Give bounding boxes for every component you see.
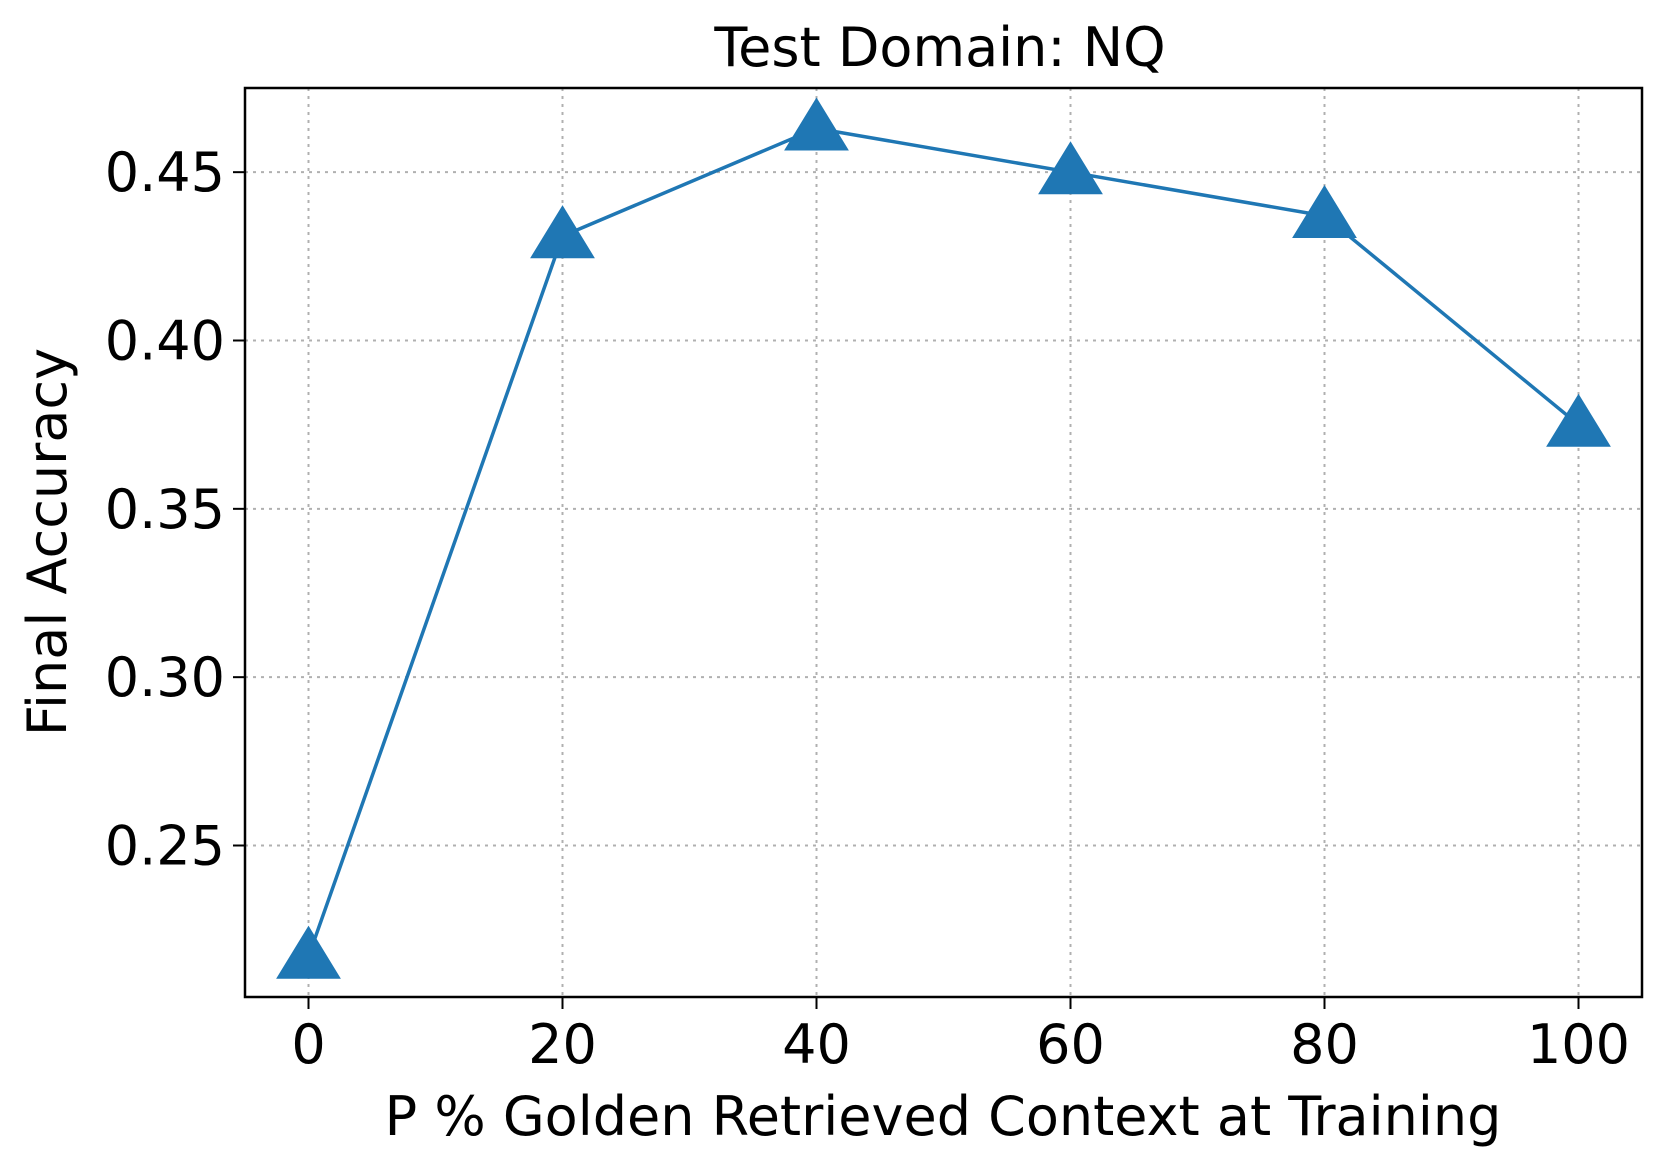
y-tick-label: 0.45 — [105, 141, 225, 204]
plot-frame — [243, 86, 1644, 999]
data-point-marker — [784, 97, 849, 151]
x-tick-label: 80 — [1290, 1013, 1359, 1076]
x-tick-label: 40 — [782, 1013, 851, 1076]
data-point-marker — [1292, 184, 1357, 238]
y-tick-label: 0.30 — [105, 646, 225, 709]
data-point-marker — [276, 925, 341, 979]
x-tick-label: 100 — [1527, 1013, 1630, 1076]
series — [276, 97, 1611, 979]
data-point-marker — [1546, 393, 1611, 447]
x-axis-label: P % Golden Retrieved Context at Training — [385, 1085, 1502, 1148]
x-tick-label: 0 — [291, 1013, 325, 1076]
y-axis-label: Final Accuracy — [16, 348, 79, 736]
series-line — [306, 126, 1580, 958]
y-tick-label: 0.25 — [105, 815, 225, 878]
chart-title: Test Domain: NQ — [713, 16, 1165, 79]
y-tick-label: 0.40 — [105, 310, 225, 373]
y-tick-label: 0.35 — [105, 478, 225, 541]
grid — [245, 88, 1642, 997]
ticks: 0 20 40 60 80 100 0.25 0.30 0.35 0.40 0.45 — [105, 141, 1630, 1076]
data-point-marker — [530, 205, 595, 259]
x-tick-label: 60 — [1036, 1013, 1105, 1076]
data-point-marker — [1038, 141, 1103, 195]
x-tick-label: 20 — [528, 1013, 597, 1076]
